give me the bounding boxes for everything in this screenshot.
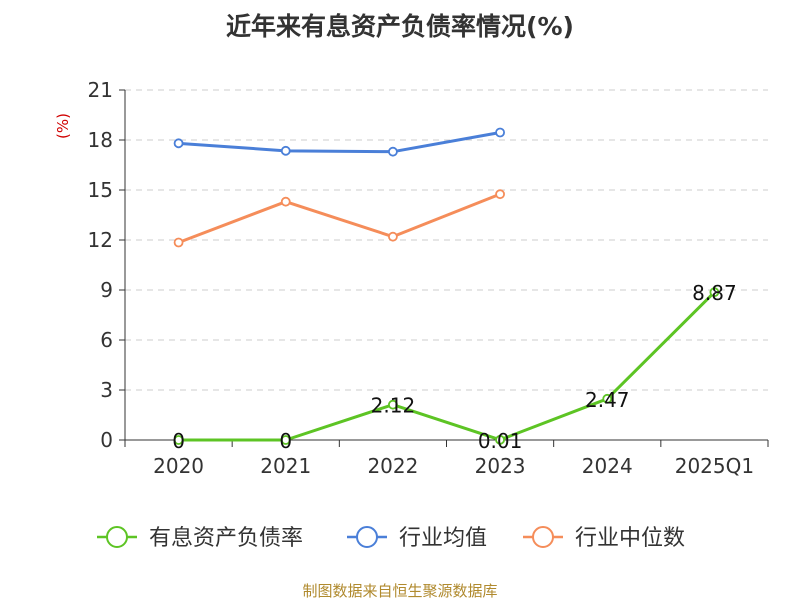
data-label: 8.87 <box>692 281 737 305</box>
data-point <box>280 145 291 156</box>
data-point <box>173 138 184 149</box>
data-point <box>709 287 720 298</box>
legend-item: 行业均值 <box>347 526 487 551</box>
data-point <box>173 237 184 248</box>
axis-layer: 0 3 6 9 12 15 18 21 2020 2021 2022 2023 2024 2025Q1 <box>88 78 769 478</box>
data-label: 2.12 <box>371 394 416 418</box>
y-tick-label: 15 <box>88 178 113 202</box>
data-point <box>280 435 291 445</box>
data-label: 0 <box>172 429 185 453</box>
legend-label: 有息资产负债率 <box>149 526 303 551</box>
series-layer <box>173 127 720 445</box>
data-point <box>388 399 398 410</box>
data-point <box>388 231 398 242</box>
legend-marker-icon <box>106 526 128 548</box>
data-point <box>495 127 505 138</box>
legend-item: 行业中位数 <box>523 526 685 551</box>
data-point <box>280 196 291 207</box>
grid-layer <box>125 89 768 391</box>
data-label: 0.01 <box>478 429 523 453</box>
series-line-0 <box>178 291 716 442</box>
legend-label: 行业均值 <box>399 526 487 551</box>
y-tick-label: 21 <box>88 78 113 102</box>
data-label: 0 <box>279 429 292 453</box>
y-tick-label: 6 <box>100 328 113 352</box>
source-note: 制图数据来自恒生聚源数据库 <box>302 582 497 600</box>
data-label-layer: 0 0 2.12 0.01 2.47 8.87 <box>172 281 736 453</box>
x-tick-label: 2021 <box>260 454 311 478</box>
x-tick-label: 2024 <box>582 454 633 478</box>
legend-label: 行业中位数 <box>575 526 685 551</box>
series-line-1 <box>178 131 501 154</box>
legend: 有息资产负债率 行业均值 行业中位数 <box>97 526 685 551</box>
x-tick-label: 2025Q1 <box>675 454 754 478</box>
data-point <box>602 393 613 404</box>
chart-title: 近年来有息资产负债率情况(%) <box>226 12 574 41</box>
legend-marker-icon <box>356 526 378 548</box>
data-point <box>173 435 184 445</box>
y-tick-label: 12 <box>88 228 113 252</box>
data-point <box>495 189 505 200</box>
y-axis-unit-label: (%) <box>54 113 72 139</box>
x-tick-label: 2022 <box>367 454 418 478</box>
y-tick-label: 0 <box>100 428 113 452</box>
x-tick-label: 2020 <box>153 454 204 478</box>
y-tick-label: 9 <box>100 278 113 302</box>
data-point <box>495 434 505 445</box>
series-line-2 <box>178 192 501 244</box>
data-label: 2.47 <box>585 388 630 412</box>
x-tick-label: 2023 <box>475 454 526 478</box>
y-tick-label: 3 <box>100 378 113 402</box>
y-tick-label: 18 <box>88 128 113 152</box>
legend-item: 有息资产负债率 <box>97 526 303 551</box>
legend-marker-icon <box>532 526 554 548</box>
data-point <box>388 146 398 157</box>
